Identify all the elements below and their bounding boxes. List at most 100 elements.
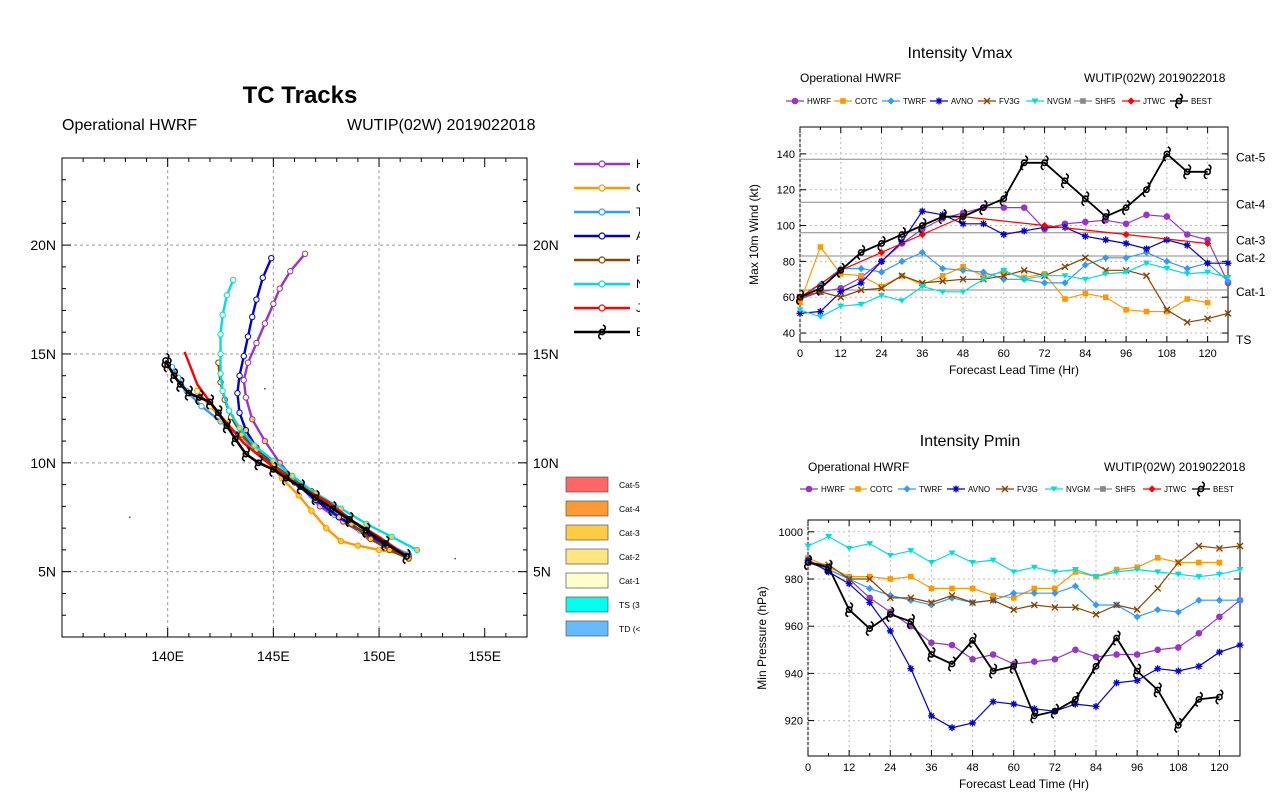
data-point-best-arm-b — [877, 244, 881, 252]
data-point-nvgm — [1071, 567, 1079, 573]
legend-label: JTWC — [1164, 485, 1186, 494]
data-point-nvgm — [969, 559, 977, 566]
legend-marker — [855, 486, 861, 492]
data-point-twrf — [918, 248, 926, 257]
data-point-fv3g — [1030, 601, 1038, 609]
data-point-best-core — [1174, 721, 1182, 729]
data-point-avno — [845, 580, 853, 588]
track-legend-label: BEST — [636, 325, 640, 339]
island-speck — [454, 557, 457, 560]
track-point-best-arm-b — [345, 520, 349, 528]
track-legend-marker — [598, 160, 606, 168]
data-point-twrf — [939, 264, 947, 273]
track-point-best — [161, 352, 170, 369]
data-point-best-arm-b — [906, 622, 911, 630]
legend-marker — [1031, 98, 1039, 104]
track-legend-twrf: TWRF — [574, 205, 640, 219]
track-point-hwrf — [301, 250, 309, 258]
data-point-best-core — [1102, 213, 1110, 220]
data-point-best — [1174, 717, 1183, 734]
data-point-fv3g — [1051, 603, 1059, 611]
legend-label: NVGM — [1066, 485, 1090, 494]
data-point-best — [1091, 658, 1101, 675]
category-swatch — [565, 620, 609, 637]
x-tick-label: 84 — [1090, 762, 1102, 774]
data-point-best — [947, 656, 957, 672]
category-label: TD (<=33 kt) — [619, 624, 640, 634]
x-tick-label: 108 — [1169, 762, 1187, 774]
track-point-best-arm-b — [296, 487, 301, 495]
track-point-nvgm — [217, 370, 224, 377]
data-point-fv3g — [1236, 542, 1244, 550]
data-point-best-arm-b — [1112, 638, 1116, 646]
track-point-best-core — [282, 474, 290, 482]
y-tick-label: 120 — [777, 185, 795, 197]
data-point-best-core — [1143, 186, 1150, 194]
data-point-best-arm-a — [1208, 164, 1212, 171]
data-point-nvgm — [948, 550, 956, 557]
data-point-best — [1133, 663, 1142, 679]
data-point-cotc — [1196, 559, 1202, 566]
data-point-fv3g — [1204, 315, 1212, 323]
data-point-best-arm-b — [968, 641, 972, 649]
track-point-best — [296, 479, 305, 495]
track-point-nvgm — [251, 442, 258, 449]
legend-label: HWRF — [807, 97, 831, 106]
data-point-hwrf — [1030, 658, 1038, 665]
x-tick-label: 84 — [1079, 348, 1091, 360]
data-point-best — [1060, 173, 1070, 189]
data-point-cotc — [1154, 554, 1161, 561]
legend-cotc: COTC — [834, 97, 878, 106]
data-point-cotc — [817, 244, 824, 250]
track-point-hwrf — [242, 394, 250, 401]
legend-hwrf: HWRF — [800, 485, 845, 494]
data-point-best-core — [918, 222, 926, 229]
track-point-best-core — [162, 357, 169, 364]
data-point-best-arm-b — [1020, 163, 1024, 171]
track-point-best — [402, 548, 411, 565]
data-point-best-arm-b — [795, 298, 800, 305]
track-legend-label: JTWC — [636, 301, 640, 315]
data-point-nvgm — [816, 314, 824, 320]
track-point-best — [231, 431, 240, 447]
data-point-avno — [918, 207, 926, 215]
data-point-best-core — [1041, 159, 1048, 167]
data-point-best — [1030, 708, 1039, 724]
data-point-best — [1009, 658, 1018, 675]
data-point-fv3g — [837, 293, 845, 301]
track-point-best — [176, 376, 185, 393]
data-point-hwrf — [1020, 204, 1028, 211]
data-point-twrf — [1215, 596, 1224, 604]
data-point-best-core — [1051, 707, 1059, 715]
category-swatch — [565, 500, 609, 517]
track-point-best-arm-b — [184, 394, 189, 401]
data-point-best-arm-b — [1194, 700, 1199, 708]
data-point-best-core — [1122, 204, 1130, 212]
legend-label: TWRF — [919, 485, 942, 494]
track-point-avno — [234, 389, 241, 397]
track-point-nvgm — [413, 546, 421, 554]
legend-label: AVNO — [951, 97, 973, 106]
data-point-best — [1194, 691, 1203, 708]
data-point-best-arm-b — [1071, 700, 1075, 708]
legend-twrf: TWRF — [898, 485, 942, 494]
track-legend-marker — [598, 304, 606, 312]
x-tick-label: 12 — [843, 762, 855, 774]
track-point-nvgm — [217, 350, 224, 358]
track-point-best-arm-a — [350, 511, 354, 519]
data-point-hwrf — [1163, 213, 1171, 220]
data-point-best-arm-a — [1158, 682, 1162, 689]
data-point-avno — [1163, 236, 1171, 244]
data-point-best-core — [1061, 177, 1069, 185]
data-point-twrf — [1133, 613, 1141, 621]
data-point-best-arm-a — [1187, 164, 1192, 171]
legend-marker — [983, 97, 991, 105]
track-point-nvgm — [223, 291, 231, 299]
data-point-best-core — [928, 651, 935, 658]
track-legend-hwrf: HWRF — [574, 157, 640, 171]
data-point-avno — [825, 568, 833, 576]
data-point-avno — [866, 599, 874, 607]
lat-tick-label: 5N — [38, 564, 56, 580]
data-point-avno — [1071, 700, 1079, 708]
data-point-cotc — [908, 573, 914, 580]
